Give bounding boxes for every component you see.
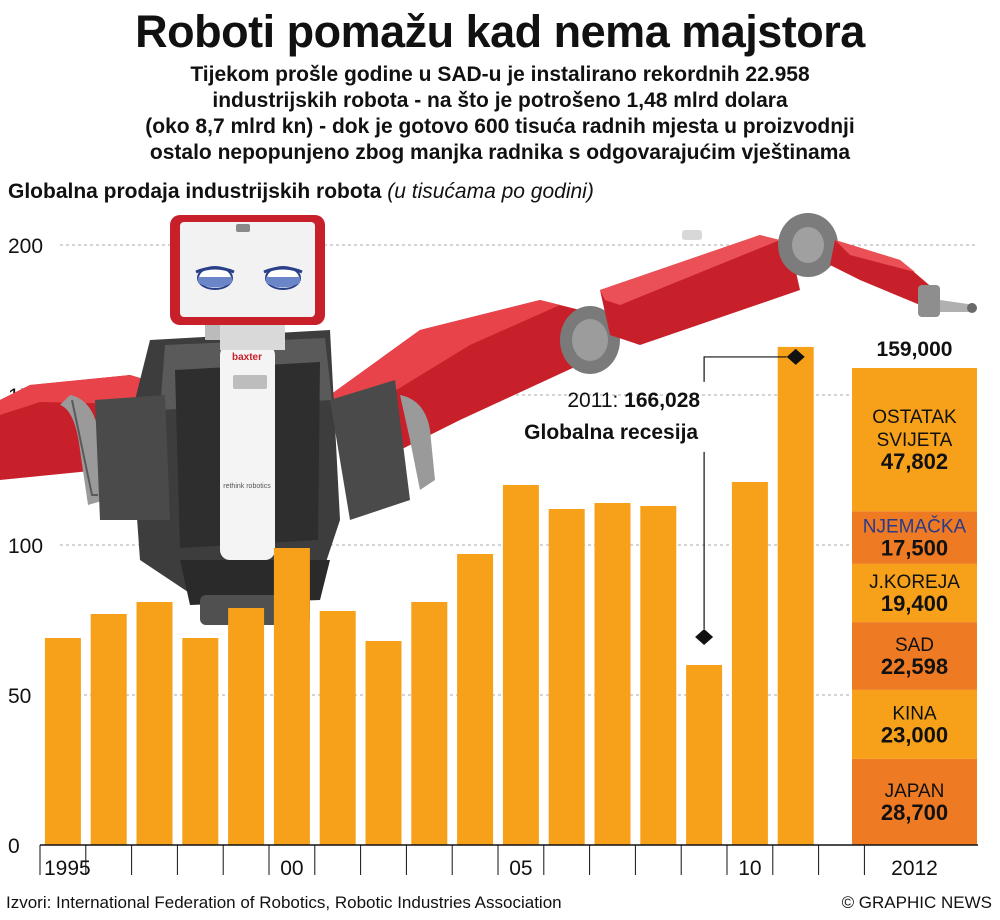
bar-2005 [502,485,539,845]
robot-badge: baxter [232,352,262,363]
intro-line: ostalo nepopunjeno zbog manjka radnika s… [149,141,851,164]
intro-line: (oko 8,7 mlrd kn) - dok je gotovo 600 ti… [145,115,855,138]
chart-heading: Globalna prodaja industrijskih robota (u… [8,180,594,204]
x-axis: 1995 00 05 10 2012 [39,844,978,880]
x-tick-label: 05 [509,857,532,880]
stack-name: KINA [892,703,937,724]
bar-1999 [228,608,265,845]
stack-segment [852,511,977,564]
stack-value: 17,500 [881,536,948,561]
bar-2010 [731,482,768,845]
stack-name: SVIJETA [877,430,953,451]
bar-2011 [777,346,814,845]
peak-annotation-value: 166,028 [624,389,700,412]
stack-name: OSTATAK [872,407,957,428]
stack-value: 47,802 [881,449,948,474]
peak-annotation-year: 2011: [567,389,624,412]
bar-2006 [548,509,585,845]
y-tick-label: 200 [8,235,43,258]
bar-2008 [640,506,677,845]
stack-value: 28,700 [881,800,948,825]
bar-2002 [365,641,402,845]
bar-2001 [319,611,356,845]
y-axis-ticks: 050100150200 [8,235,43,858]
y-tick-label: 50 [8,685,31,708]
recession-marker [695,629,714,645]
bars [44,346,814,845]
intro-line: Tijekom prošle godine u SAD-u je instali… [190,63,810,86]
bar-1995 [44,638,81,845]
stack-name: SAD [895,635,934,656]
peak-annotation: 2011: 166,028 [567,389,700,412]
peak-marker [786,348,805,365]
bar-2000 [273,548,310,845]
peak-leader-line [703,356,787,382]
stack-value: 23,000 [881,722,948,747]
x-tick-label: 2012 [891,857,938,880]
bar-2003 [411,602,448,845]
chart-heading-main: Globalna prodaja industrijskih robota [8,180,382,203]
stack-segment [852,689,977,759]
total-2012-label: 159,000 [877,338,953,361]
page-title: Roboti pomažu kad nema majstora [135,6,865,57]
recession-annotation: Globalna recesija [524,421,698,444]
stack-name: J.KOREJA [869,572,960,593]
stack-value: 19,400 [881,591,948,616]
intro-text: Tijekom prošle godine u SAD-u je instali… [0,62,1000,166]
source-note: Izvori: International Federation of Robo… [6,893,562,912]
stack-name: JAPAN [885,781,945,802]
bar-2007 [594,503,631,845]
stack-segment [852,622,977,690]
y-tick-label: 100 [8,535,43,558]
x-tick-label: 00 [280,857,303,880]
stack-name: NJEMAČKA [863,516,967,538]
stack-segment [852,758,977,845]
annotations: 2011: 166,028 Globalna recesija [524,348,805,645]
chart-heading-unit: (u tisućama po godini) [387,180,594,203]
x-tick-label: 10 [738,857,761,880]
stack-value: 22,598 [881,654,948,679]
stack-segment [852,563,977,623]
robot-sales-chart: 050100150200 baxter rethink robotics [0,213,978,880]
copyright: © GRAPHIC NEWS [841,893,992,912]
robot-maker: rethink robotics [223,483,271,490]
y-tick-label: 0 [8,835,20,858]
bar-1997 [136,602,173,845]
stack-segment [852,368,977,512]
bar-1996 [90,614,127,845]
bar-1998 [182,638,219,845]
intro-line: industrijskih robota - na što je potroše… [212,89,788,112]
bar-2009 [686,665,723,845]
x-tick-label: 1995 [44,857,91,880]
bar-2004 [457,554,494,845]
